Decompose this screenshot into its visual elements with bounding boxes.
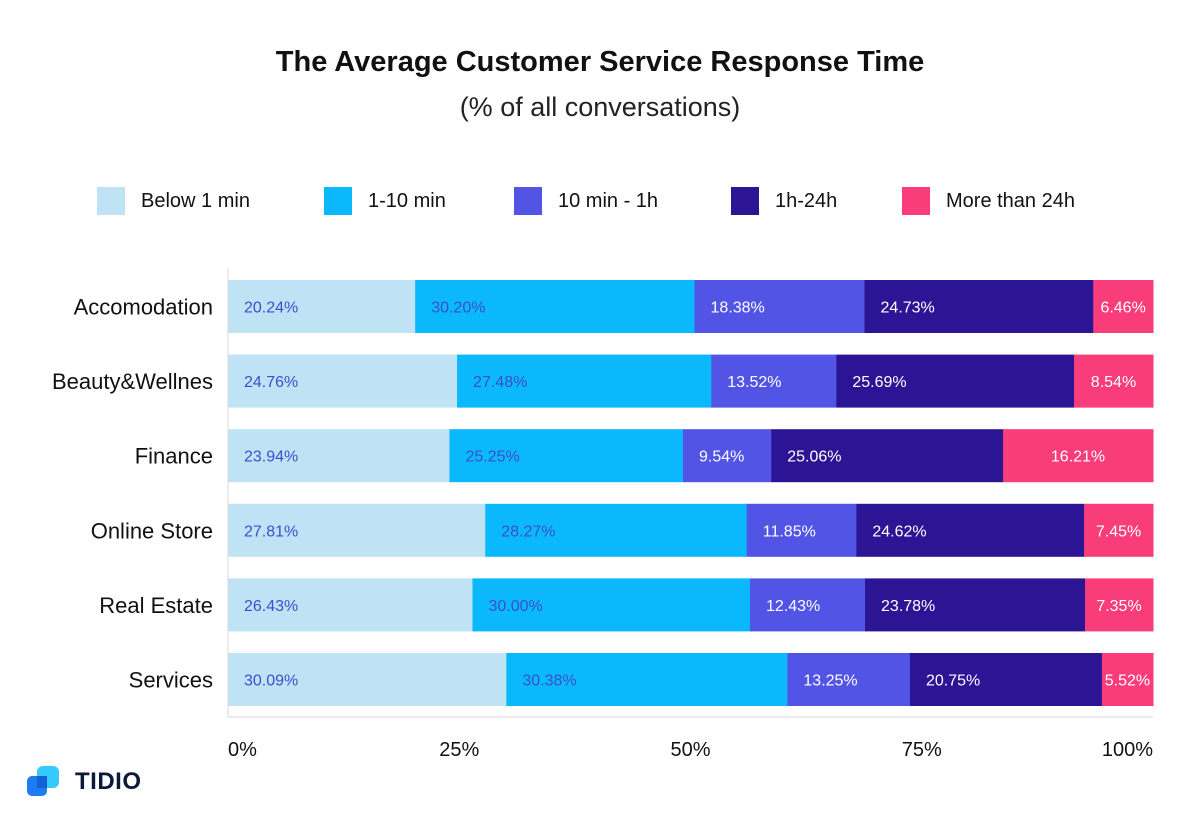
bar-segment xyxy=(694,280,866,333)
legend-item: Below 1 min xyxy=(97,186,250,216)
bar-segment xyxy=(750,578,866,632)
data-label: 25.06% xyxy=(787,449,841,466)
legend-item: 1h-24h xyxy=(731,186,837,216)
bar-segment xyxy=(228,503,486,557)
x-tick-label: 50% xyxy=(670,739,710,761)
data-label: 27.81% xyxy=(244,523,298,540)
data-label: 24.76% xyxy=(244,374,298,391)
data-label: 13.52% xyxy=(727,374,781,391)
tidio-logo-icon xyxy=(27,766,59,796)
bar-segment xyxy=(856,503,1085,557)
category-label: Real Estate xyxy=(99,593,213,618)
bar-segment xyxy=(1101,653,1154,706)
bar-segment xyxy=(228,280,416,333)
bar-segment xyxy=(228,429,450,483)
legend-label: 1-10 min xyxy=(368,189,446,212)
chart-legend: Below 1 min 1-10 min 10 min - 1h 1h-24h More… xyxy=(0,186,1200,216)
legend-label: More than 24h xyxy=(946,189,1075,212)
data-label: 18.38% xyxy=(711,300,765,317)
bar-segment xyxy=(457,354,712,408)
legend-item: More than 24h xyxy=(902,186,1075,216)
data-label: 13.25% xyxy=(803,673,857,690)
data-label: 11.85% xyxy=(763,523,816,540)
category-label: Online Store xyxy=(91,518,213,543)
legend-swatch xyxy=(97,187,125,215)
chart-subtitle: (% of all conversations) xyxy=(459,92,741,122)
chart-title: The Average Customer Service Response Ti… xyxy=(275,46,925,78)
data-label: 5.52% xyxy=(1105,673,1150,690)
bar-segment xyxy=(1085,578,1154,632)
data-label: 23.94% xyxy=(244,449,298,466)
data-label: 28.27% xyxy=(501,523,555,540)
x-tick-label: 0% xyxy=(228,739,257,761)
legend-label: Below 1 min xyxy=(141,189,250,212)
data-label: 25.69% xyxy=(852,374,906,391)
x-tick-label: 25% xyxy=(439,739,479,761)
data-label: 9.54% xyxy=(699,449,744,466)
category-label: Accomodation xyxy=(74,295,213,320)
bar-segment xyxy=(746,503,857,557)
data-label: 7.35% xyxy=(1096,598,1141,615)
data-label: 7.45% xyxy=(1096,523,1141,540)
x-tick-label: 100% xyxy=(1102,739,1153,761)
x-tick-label: 75% xyxy=(902,739,942,761)
bar-segment xyxy=(1003,429,1154,483)
bar-segment xyxy=(506,653,788,706)
data-label: 26.43% xyxy=(244,598,298,615)
data-label: 8.54% xyxy=(1091,374,1136,391)
bar-segment xyxy=(683,429,772,483)
bar-segment xyxy=(472,578,751,632)
bar-segment xyxy=(771,429,1004,483)
bar-segment xyxy=(228,354,458,408)
bar-segment xyxy=(228,653,507,706)
data-label: 24.73% xyxy=(881,300,935,317)
legend-item: 10 min - 1h xyxy=(514,186,658,216)
legend-swatch xyxy=(324,187,352,215)
data-label: 30.20% xyxy=(431,300,485,317)
category-label: Finance xyxy=(135,444,213,469)
data-label: 24.62% xyxy=(872,523,926,540)
brand: TIDIO xyxy=(27,764,142,800)
data-label: 23.78% xyxy=(881,598,935,615)
category-label: Beauty&Wellnes xyxy=(52,369,213,394)
legend-swatch xyxy=(902,187,930,215)
data-label: 27.48% xyxy=(473,374,527,391)
brand-name: TIDIO xyxy=(75,768,142,795)
bar-segment xyxy=(836,354,1075,408)
legend-label: 10 min - 1h xyxy=(558,189,659,212)
data-label: 20.75% xyxy=(926,673,980,690)
bar-segment xyxy=(865,578,1086,632)
data-label: 16.21% xyxy=(1051,449,1105,466)
bar-segment xyxy=(864,280,1094,333)
legend-swatch xyxy=(731,187,759,215)
bar-segment xyxy=(711,354,837,408)
data-label: 30.09% xyxy=(244,673,298,690)
bar-segment xyxy=(1073,354,1154,408)
data-label: 12.43% xyxy=(766,598,820,615)
data-label: 30.00% xyxy=(489,598,543,615)
bar-segment xyxy=(787,653,911,706)
bar-segment xyxy=(415,280,696,333)
legend-item: 1-10 min xyxy=(324,186,446,216)
data-label: 25.25% xyxy=(465,449,519,466)
legend-label: 1h-24h xyxy=(775,189,838,212)
bar-segment xyxy=(1084,503,1154,557)
bar-segment xyxy=(1093,280,1154,333)
data-label: 30.38% xyxy=(522,673,576,690)
legend-swatch xyxy=(514,187,542,215)
bar-segment xyxy=(228,578,474,632)
bar-segment xyxy=(449,429,684,483)
bar-segment xyxy=(909,653,1103,706)
data-label: 6.46% xyxy=(1100,300,1145,317)
data-label: 20.24% xyxy=(244,300,298,317)
bar-segment xyxy=(485,503,748,557)
category-label: Services xyxy=(129,668,213,693)
